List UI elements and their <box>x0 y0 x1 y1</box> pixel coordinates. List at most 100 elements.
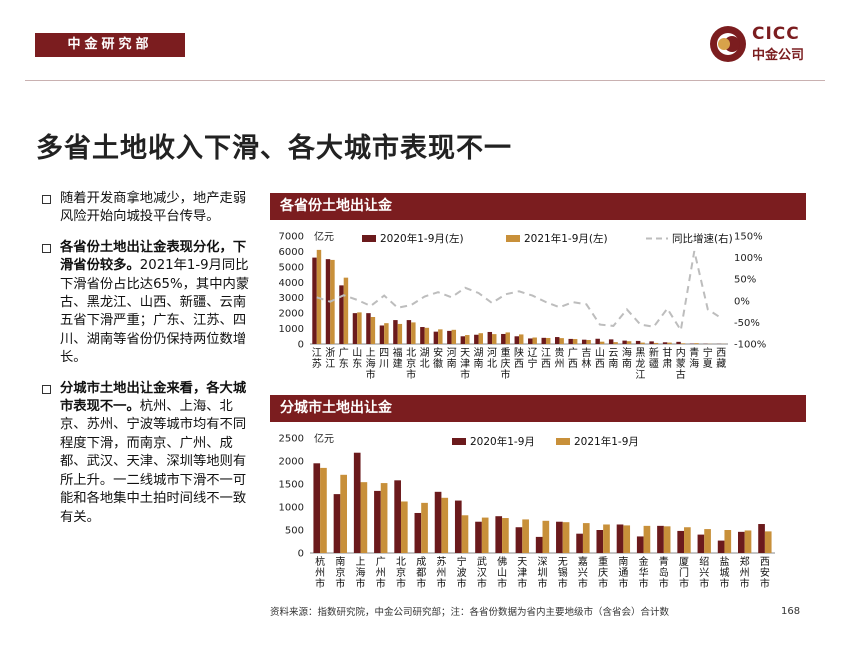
y2-tick-label: -100% <box>734 340 766 351</box>
bar-2020 <box>535 536 543 553</box>
bar-2020 <box>406 320 412 344</box>
x-tick-label: 佛山市 <box>497 555 507 590</box>
x-tick-label: 北京市 <box>396 556 406 590</box>
bar-2021 <box>724 530 732 553</box>
x-tick-label: 天津市 <box>460 348 470 381</box>
bar-2021 <box>505 332 510 344</box>
y-tick-label: 2500 <box>279 434 304 445</box>
x-tick-label: 新疆 <box>649 346 659 370</box>
x-tick-label: 江西 <box>541 347 551 370</box>
bar-2021 <box>640 342 645 344</box>
bullet-square-icon <box>42 243 51 253</box>
x-tick-label: 郑州市 <box>740 555 750 590</box>
bar-2021 <box>572 339 578 344</box>
legend-label: 2021年1-9月 <box>574 435 639 448</box>
x-tick-label: 金华市 <box>639 555 649 590</box>
x-tick-label: 上海市 <box>366 347 376 381</box>
source-note: 资料来源：指数研究院，中金公司研究部；注：各省份数据为省内主要地级市（含省会）合… <box>270 607 670 618</box>
bar-2021 <box>384 323 389 344</box>
x-tick-label: 西安市 <box>760 557 770 590</box>
bar-2021 <box>400 501 408 553</box>
header-divider <box>25 80 825 81</box>
bar-2021 <box>360 482 368 553</box>
bar-2021 <box>481 517 489 553</box>
bar-2020 <box>717 540 725 553</box>
x-tick-label: 内蒙古 <box>676 346 686 381</box>
bar-2020 <box>366 313 371 344</box>
y-tick-label: 500 <box>285 526 304 537</box>
bar-2021 <box>599 341 605 344</box>
x-tick-label: 北京市 <box>406 347 416 381</box>
y-axis-unit: 亿元 <box>314 230 334 243</box>
bar-2020 <box>495 516 503 553</box>
y-tick-label: 6000 <box>279 247 304 258</box>
bar-2020 <box>460 336 466 344</box>
bar-2021 <box>653 342 659 344</box>
bar-2020 <box>657 525 664 553</box>
bar-2021 <box>421 502 428 553</box>
x-tick-label: 山西 <box>595 347 605 370</box>
x-tick-label: 青海 <box>689 346 699 370</box>
x-tick-label: 无锡市 <box>558 557 568 590</box>
x-tick-label: 南京市 <box>335 555 345 590</box>
province-land-chart: 0 1000 2000 3000 4000 5000 6000 7000 亿元 -100% -50%… <box>279 230 767 381</box>
bar-2020 <box>556 521 563 553</box>
x-tick-label: 宁夏 <box>703 346 713 370</box>
bullet-square-icon <box>42 195 51 204</box>
bar-2020 <box>393 320 398 344</box>
header-bar <box>35 33 185 57</box>
bar-2020 <box>738 531 745 553</box>
bar-2021 <box>519 334 524 344</box>
bar-2020 <box>662 342 668 344</box>
bar-2020 <box>447 330 452 344</box>
bar-2021 <box>320 467 327 553</box>
city-chart-title: 分城市土地出让金 <box>270 395 806 422</box>
bar-2020 <box>636 536 644 553</box>
bar-2020 <box>313 463 321 553</box>
y-tick-label: 1500 <box>279 480 304 491</box>
bar-2020 <box>414 512 422 553</box>
x-tick-label: 苏州市 <box>436 555 446 590</box>
bar-2021 <box>411 322 416 344</box>
bullet-text: 2021年1-9月同比下滑省份占比达65%，其中内蒙古、黑龙江、山西、新疆、云南… <box>60 258 250 366</box>
x-tick-label: 陕西 <box>514 346 524 370</box>
bar-2020 <box>515 527 523 553</box>
y-axis-unit: 亿元 <box>314 432 334 445</box>
bar-2020 <box>758 524 765 553</box>
y2-tick-label: 150% <box>734 232 763 243</box>
bullet-bold: 分城市土地出让金来看，各大城市表现不一。 <box>60 380 247 415</box>
bar-2021 <box>663 526 671 553</box>
bar-2021 <box>357 312 362 344</box>
bar-2020 <box>475 521 482 553</box>
y-tick-label: 5000 <box>279 262 304 273</box>
bar-2021 <box>465 335 470 344</box>
legend-swatch <box>506 235 520 242</box>
bar-2021 <box>684 527 691 553</box>
x-tick-label: 湖北 <box>420 347 430 370</box>
bar-2021 <box>643 525 651 553</box>
bar-2021 <box>451 329 457 344</box>
x-tick-label: 盐城市 <box>719 555 729 590</box>
page-number: 168 <box>781 606 801 617</box>
y2-tick-label: 0% <box>734 296 750 307</box>
x-tick-label: 深圳市 <box>538 556 548 590</box>
x-tick-label: 厦门市 <box>679 556 689 590</box>
x-tick-label: 福建 <box>393 346 403 370</box>
bar-2021 <box>522 519 529 553</box>
x-tick-label: 四川 <box>379 348 389 370</box>
bar-2021 <box>492 334 497 344</box>
bullet-square-icon <box>42 384 51 394</box>
bar-2021 <box>694 343 699 344</box>
legend-label: 2020年1-9月 <box>470 435 535 448</box>
x-tick-label: 河北 <box>487 347 497 370</box>
y-tick-label: 3000 <box>279 293 304 304</box>
bar-2020 <box>576 533 583 553</box>
y-tick-label: 1000 <box>279 503 304 514</box>
bar-2020 <box>581 339 587 344</box>
bar-2021 <box>613 342 618 344</box>
x-tick-label: 浙江 <box>325 347 335 370</box>
yoy-growth-line <box>316 250 722 333</box>
bar-2021 <box>424 327 430 344</box>
bar-2020 <box>514 336 519 344</box>
